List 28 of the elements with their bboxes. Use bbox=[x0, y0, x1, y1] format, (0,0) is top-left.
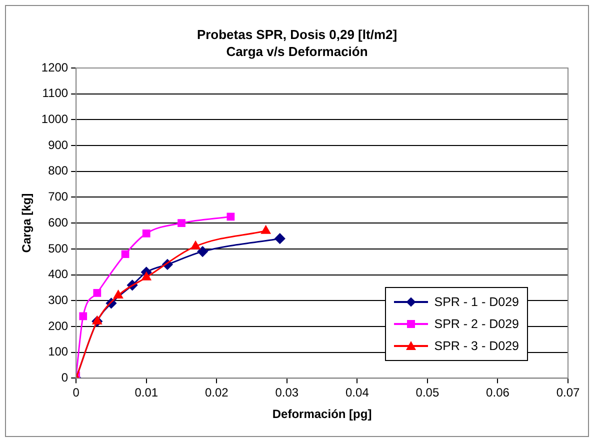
legend-label: SPR - 3 - D029 bbox=[434, 339, 519, 353]
y-tick-label: 200 bbox=[48, 318, 68, 333]
x-tick-label: 0.05 bbox=[416, 386, 440, 400]
x-tick-label: 0.01 bbox=[134, 386, 158, 400]
legend-label: SPR - 2 - D029 bbox=[434, 317, 519, 331]
y-tick-label: 700 bbox=[48, 190, 68, 204]
y-tick-label: 1100 bbox=[42, 86, 68, 100]
y-tick-label: 1200 bbox=[41, 60, 68, 74]
legend-label: SPR - 1 - D029 bbox=[434, 295, 519, 309]
x-tick-label: 0.07 bbox=[556, 386, 580, 400]
chart-subtitle: Carga v/s Deformación bbox=[225, 43, 369, 60]
y-tick-label: 1000 bbox=[41, 112, 68, 126]
y-tick-label: 800 bbox=[48, 164, 68, 178]
x-tick-label: 0.03 bbox=[275, 386, 299, 400]
y-tick-label: 900 bbox=[48, 138, 68, 152]
y-tick-label: 500 bbox=[48, 241, 68, 256]
x-tick-label: 0.04 bbox=[346, 386, 370, 400]
y-axis-title: Carga [kg] bbox=[20, 193, 34, 253]
y-tick-label: 400 bbox=[48, 267, 68, 282]
x-tick-label: 0.02 bbox=[204, 386, 229, 400]
y-tick-label: 100 bbox=[48, 344, 68, 359]
chart-title: Probetas SPR, Dosis 0,29 [lt/m2] bbox=[196, 26, 398, 43]
x-tick-label: 0.06 bbox=[486, 386, 510, 400]
y-tick-label: 300 bbox=[48, 292, 68, 307]
y-tick-label: 0 bbox=[61, 370, 68, 385]
y-tick-label: 600 bbox=[48, 215, 68, 230]
x-tick-label: 0 bbox=[72, 386, 80, 400]
x-axis-title: Deformación [pg] bbox=[272, 407, 372, 422]
